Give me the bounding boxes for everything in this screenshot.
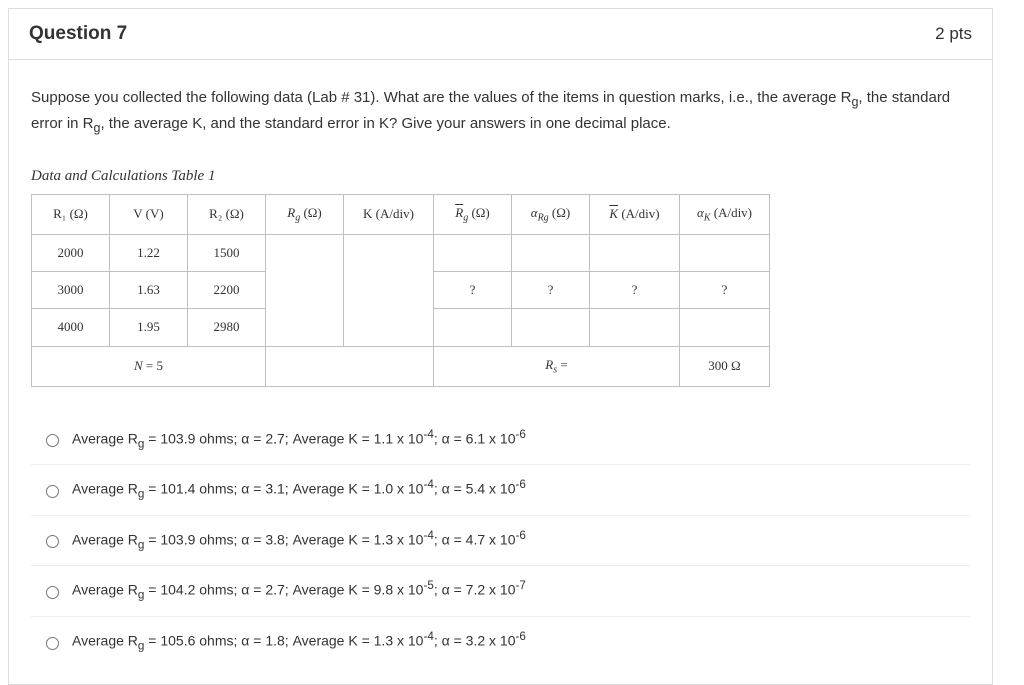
table-title: Data and Calculations Table 1 [31,165,970,188]
col-rg: Rg (Ω) [266,195,344,235]
choice-radio[interactable] [46,434,59,447]
cell-r1: 3000 [32,272,110,309]
rgbar-sym: R [455,205,463,220]
prompt-text: , the average K, and the standard error … [100,115,670,132]
choice-radio[interactable] [46,535,59,548]
prompt-text: Suppose you collected the following data… [31,89,851,106]
choice-text: Average Rg = 103.9 ohms; α = 2.7; Averag… [72,426,526,454]
table-row: 2000 1.22 1500 [32,235,770,272]
alphak-unit: (A/div) [710,205,752,220]
cell-r2: 2200 [188,272,266,309]
choice-text: Average Rg = 104.2 ohms; α = 2.7; Averag… [72,577,526,605]
cell-qmark: ? [590,272,680,309]
question-container: Question 7 2 pts Suppose you collected t… [8,8,993,685]
col-v: V (V) [110,195,188,235]
n-sym: N [134,358,143,373]
cell-qmark: ? [512,272,590,309]
alpha-unit: (Ω) [549,205,571,220]
answer-choice[interactable]: Average Rg = 105.6 ohms; α = 1.8; Averag… [31,617,970,667]
cell-n: N = 5 [32,346,266,386]
question-points: 2 pts [935,24,972,44]
n-val: = 5 [143,358,163,373]
alpha-sym: α [531,205,538,220]
choice-radio[interactable] [46,637,59,650]
answer-choice[interactable]: Average Rg = 103.9 ohms; α = 3.8; Averag… [31,516,970,567]
cell-300: 300 Ω [680,346,770,386]
cell-empty [590,235,680,272]
cell-rs: Rs = [434,346,680,386]
alpha-sub: Rg [538,213,549,224]
question-header: Question 7 2 pts [9,9,992,60]
cell-empty [590,309,680,346]
question-title: Question 7 [29,23,127,45]
cell-empty [512,309,590,346]
col-alpha-rg: αRg (Ω) [512,195,590,235]
cell-r2: 2980 [188,309,266,346]
col-r2: R₂ (Ω) [188,195,266,235]
cell-v: 1.63 [110,272,188,309]
cell-empty [434,309,512,346]
cell-empty [680,235,770,272]
cell-qmark: ? [434,272,512,309]
table-header-row: R₁ (Ω) V (V) R₂ (Ω) Rg (Ω) K (A/div) Rg … [32,195,770,235]
cell-v: 1.22 [110,235,188,272]
data-table: R₁ (Ω) V (V) R₂ (Ω) Rg (Ω) K (A/div) Rg … [31,194,770,387]
choice-radio[interactable] [46,485,59,498]
question-prompt: Suppose you collected the following data… [31,86,970,139]
rs-eq: = [557,357,568,372]
question-body: Suppose you collected the following data… [9,60,992,684]
answer-choice[interactable]: Average Rg = 104.2 ohms; α = 2.7; Averag… [31,566,970,617]
kbar-sym: K [609,206,618,221]
choice-radio[interactable] [46,586,59,599]
col-rgbar: Rg (Ω) [434,195,512,235]
table-n-row: N = 5 Rs = 300 Ω [32,346,770,386]
rgbar-unit: (Ω) [468,205,490,220]
cell-k-empty [344,235,434,346]
answer-choices: Average Rg = 103.9 ohms; α = 2.7; Averag… [31,415,970,667]
choice-text: Average Rg = 101.4 ohms; α = 3.1; Averag… [72,476,526,504]
cell-qmark: ? [680,272,770,309]
cell-empty [680,309,770,346]
cell-empty [434,235,512,272]
cell-v: 1.95 [110,309,188,346]
col-r1: R₁ (Ω) [32,195,110,235]
cell-r1: 2000 [32,235,110,272]
cell-r1: 4000 [32,309,110,346]
answer-choice[interactable]: Average Rg = 103.9 ohms; α = 2.7; Averag… [31,415,970,466]
answer-choice[interactable]: Average Rg = 101.4 ohms; α = 3.1; Averag… [31,465,970,516]
cell-r2: 1500 [188,235,266,272]
kbar-unit: (A/div) [618,206,660,221]
cell-rg-empty [266,235,344,346]
choice-text: Average Rg = 105.6 ohms; α = 1.8; Averag… [72,628,526,656]
cell-empty [266,346,434,386]
choice-text: Average Rg = 103.9 ohms; α = 3.8; Averag… [72,527,526,555]
col-alpha-k: αK (A/div) [680,195,770,235]
col-k: K (A/div) [344,195,434,235]
col-kbar: K (A/div) [590,195,680,235]
cell-empty [512,235,590,272]
alphak-sym: α [697,205,704,220]
